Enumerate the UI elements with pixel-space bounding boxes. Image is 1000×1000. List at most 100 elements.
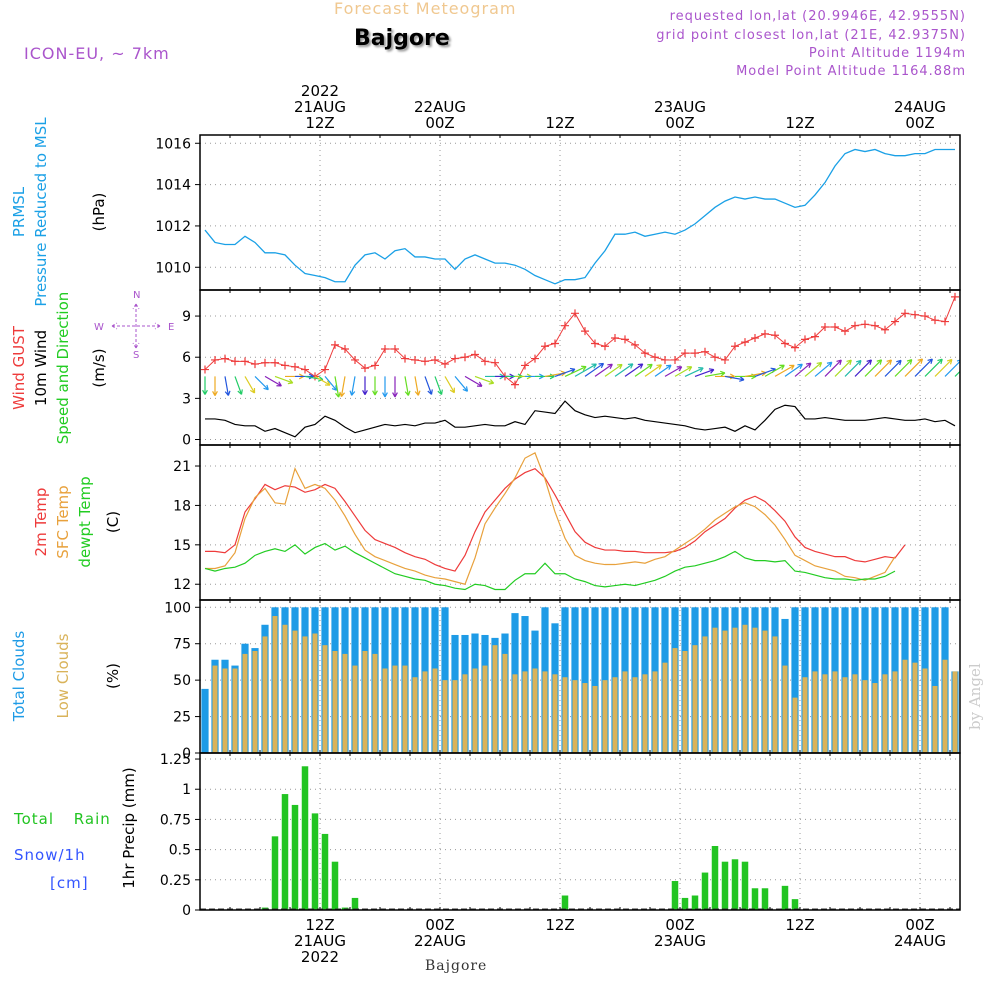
low-clouds-bar (802, 677, 808, 753)
y-tick-label: 15 (173, 538, 191, 554)
wind-direction-arrow (464, 375, 483, 387)
rain-bar (711, 845, 719, 910)
wind10m-series-line (205, 400, 956, 438)
dewpt-series-line (204, 542, 896, 591)
low-clouds-bar (632, 677, 638, 753)
top-time-label: 12Z (305, 114, 334, 132)
compass-west-label: W (94, 322, 104, 333)
y-tick-label: 0 (182, 746, 191, 762)
dewpt-label: dewpt Temp (76, 476, 94, 567)
low-clouds-bar (232, 668, 238, 753)
bottom-time-label: 22AUG (414, 932, 466, 950)
low-clouds-bar (412, 677, 418, 753)
low-clouds-bar (652, 671, 658, 753)
low-clouds-bar (482, 665, 488, 753)
wind-gust-point (681, 349, 689, 358)
wind-gust-point (381, 344, 389, 353)
y-tick-label: 0 (182, 903, 191, 919)
total-clouds-bar (871, 607, 879, 753)
wind-gust-point (551, 339, 559, 348)
rain-bar (271, 836, 279, 910)
wind-direction-arrow (764, 364, 785, 377)
wind-direction-arrow (674, 366, 693, 377)
wind-gust-point (271, 358, 279, 367)
wind-gust-point (391, 344, 399, 353)
wind-direction-arrow (864, 359, 883, 377)
low-clouds-bar (282, 624, 288, 753)
wind-direction-arrow (474, 375, 495, 385)
wind-gust-label: Wind GUST (10, 325, 28, 410)
low-clouds-bar (442, 680, 448, 753)
precip-grid: 0 0.25 0.5 0.75 1 1.25 (160, 752, 960, 919)
wind-gust-point (901, 309, 909, 318)
wind-gust-point (761, 329, 769, 338)
rain-bar (731, 859, 739, 910)
y-tick-label: 12 (173, 577, 191, 593)
low-clouds-bar (682, 651, 688, 753)
wind-gust-point (521, 361, 529, 370)
wind-gust-point (921, 312, 929, 321)
low-clouds-bar (842, 677, 848, 753)
wind-direction-arrow (934, 358, 953, 377)
bottom-time-label: 12Z (305, 916, 334, 934)
wind-gust-point (541, 342, 549, 351)
top-time-label: 21AUG (294, 98, 346, 116)
low-clouds-bar (542, 671, 548, 753)
low-clouds-bar (472, 668, 478, 753)
wind-gust-point (581, 327, 589, 336)
rain-bar (321, 833, 329, 910)
low-clouds-bar (902, 659, 908, 753)
low-clouds-bar (312, 633, 318, 753)
pressure-long-label: Pressure Reduced to MSL (32, 117, 50, 307)
wind-gust-point (831, 323, 839, 332)
low-clouds-bar (912, 662, 918, 753)
low-clouds-bar (622, 671, 628, 753)
wind-gust-point (431, 355, 439, 364)
wind-gust-point (331, 340, 339, 349)
wind-direction-arrow (349, 376, 356, 396)
wind-gust-point (801, 335, 809, 344)
low-clouds-bar (502, 653, 508, 753)
low-clouds-bar (462, 674, 468, 753)
pressure-grid: 1010 1012 1014 1016 (155, 135, 960, 290)
wind-direction-arrow (554, 367, 576, 377)
low-clouds-bar (672, 648, 678, 753)
wind-gust-point (751, 334, 759, 343)
low-clouds-bar (582, 683, 588, 753)
wind-direction-arrow (264, 375, 282, 387)
wind-speed-direction-label: Speed and Direction (54, 292, 72, 445)
wind-gust-point (221, 354, 229, 363)
wind-direction-arrow (704, 370, 726, 378)
rain-bar (791, 899, 799, 910)
pressure-panel-frame (199, 134, 961, 291)
wind-direction-arrow (664, 366, 683, 377)
wind-gust-point (421, 357, 429, 366)
model-label: ICON-EU, ~ 7km (24, 44, 170, 63)
y-tick-label: 21 (173, 459, 191, 475)
wind-direction-arrow (844, 359, 862, 377)
low-clouds-bar (812, 671, 818, 753)
low-clouds-bar (372, 653, 378, 753)
wind-direction-arrow (254, 375, 269, 391)
low-clouds-bar (322, 645, 328, 753)
low-clouds-bar (292, 630, 298, 753)
total-clouds-bar (931, 607, 939, 753)
low-clouds-bar (242, 653, 248, 753)
wind-direction-arrow (814, 361, 833, 377)
wind-direction-arrow (694, 368, 715, 377)
low-clouds-bar (762, 630, 768, 753)
wind-gust-point (701, 347, 709, 356)
wind-unit-label: (m/s) (90, 348, 108, 387)
pressure-label: PRMSL (10, 186, 28, 237)
wind-direction-arrow (834, 359, 852, 377)
wind-direction-arrow (274, 375, 294, 385)
low-clouds-bar (732, 627, 738, 753)
wind-direction-arrow (884, 359, 902, 377)
wind-direction-arrow (594, 363, 613, 377)
wind-gust-point (301, 365, 309, 374)
y-tick-label: 50 (173, 673, 191, 689)
wind-gust-point (241, 357, 249, 366)
rain-bar (691, 895, 699, 910)
rain-bar (741, 861, 749, 910)
y-tick-label: 0 (182, 433, 191, 449)
